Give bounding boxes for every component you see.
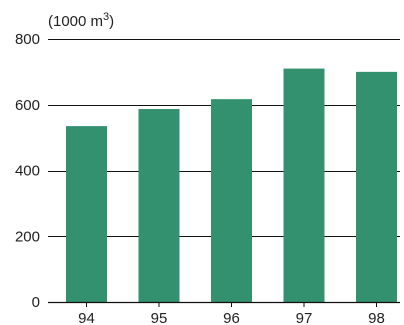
bar-94 — [66, 126, 107, 303]
x-tick-label-94: 94 — [78, 310, 95, 325]
x-tick-label-97: 97 — [296, 310, 313, 325]
x-tick-label-96: 96 — [223, 310, 240, 325]
bar-96 — [211, 99, 252, 302]
x-tick-label-98: 98 — [368, 310, 385, 325]
x-tick-labels: 94 95 96 97 98 — [78, 310, 385, 325]
unit-label-superscript: 3 — [103, 11, 109, 23]
y-tick-label-400: 400 — [15, 163, 40, 180]
bars — [66, 68, 397, 303]
bar-98 — [356, 71, 397, 302]
y-tick-label-200: 200 — [15, 228, 40, 245]
unit-label-close: ) — [109, 13, 114, 30]
y-tick-label-0: 0 — [32, 294, 40, 311]
axes — [48, 301, 400, 307]
unit-label: (1000 m3) — [48, 11, 114, 30]
y-tick-labels: 0 200 400 600 800 — [15, 31, 40, 311]
unit-label-text: (1000 m — [48, 13, 103, 30]
y-tick-label-600: 600 — [15, 97, 40, 114]
bar-95 — [138, 109, 180, 303]
y-tick-label-800: 800 — [15, 31, 40, 48]
x-tick-label-95: 95 — [151, 310, 168, 325]
bar-97 — [283, 68, 325, 303]
